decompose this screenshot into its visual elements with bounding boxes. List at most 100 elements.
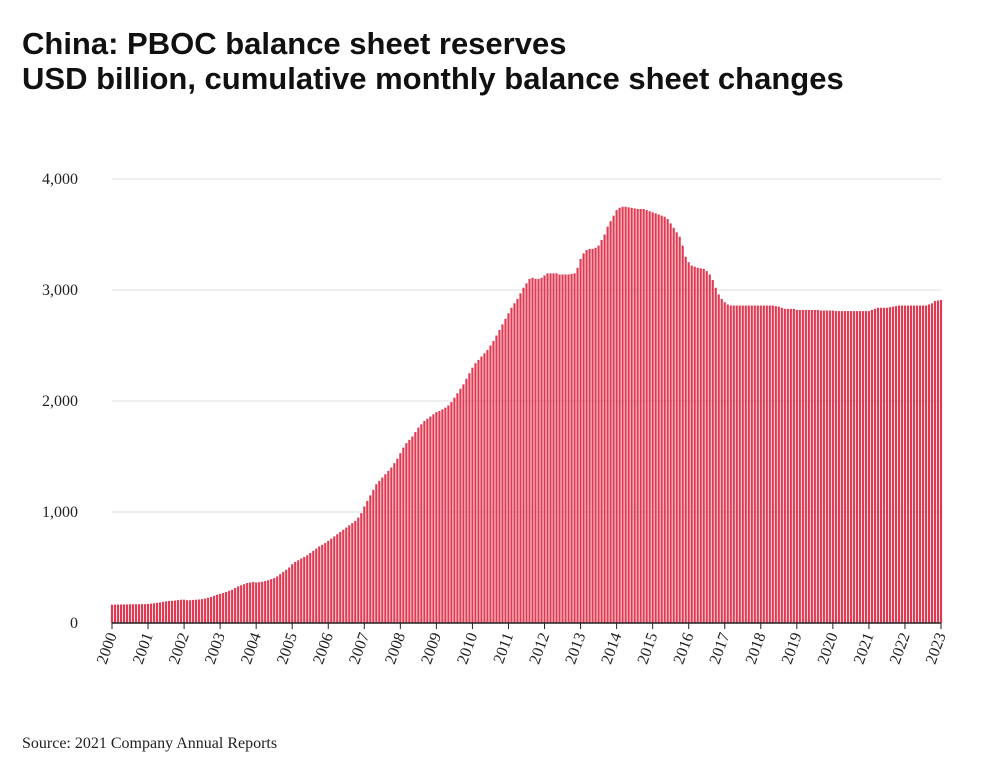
bar [480,356,483,623]
bar [825,310,828,623]
bar [513,303,516,623]
bar [318,546,321,623]
bar [408,439,411,623]
bar [912,305,916,623]
bar [699,268,702,623]
bar [813,309,816,623]
bar [705,271,708,623]
bar [894,306,898,623]
bar [231,589,234,623]
bar [849,311,852,623]
bar [882,307,886,623]
bar [666,218,669,623]
bar [429,416,432,623]
x-tick-label: 2009 [418,631,445,667]
bar [396,458,399,623]
bar [384,474,387,623]
bar [891,306,895,623]
bar [264,581,267,623]
bar [450,402,453,623]
bar [414,432,417,623]
bar [228,590,231,623]
bar [149,603,153,623]
bar [390,467,393,623]
bar [143,604,147,623]
bar [312,550,315,623]
bar [462,384,465,623]
bar [903,305,907,623]
bar [483,353,486,623]
bar [729,305,732,623]
bar [525,283,528,623]
bar [255,582,258,623]
bar [195,599,198,623]
bar [167,601,171,623]
bar [774,306,777,623]
bar [552,273,555,623]
bar [402,447,405,623]
bar [125,604,129,623]
x-tick-label: 2008 [382,631,409,667]
bar [711,280,714,623]
bar [549,273,552,623]
bar [447,405,450,623]
bar [876,307,880,623]
bar [342,529,345,623]
bar [492,341,495,623]
bar [561,274,564,623]
bar [309,553,312,623]
x-tick-label: 2018 [743,631,770,667]
bar [795,309,798,623]
bar [939,299,943,623]
bar [201,599,204,623]
bar [495,335,498,623]
bar [465,378,468,623]
bar [189,600,192,623]
x-tick-label: 2022 [887,631,914,667]
x-tick-label: 2011 [491,631,518,666]
bar [792,308,795,623]
x-tick-label: 2010 [454,631,481,667]
bar [681,245,684,623]
bar [204,598,207,623]
bar [675,232,678,623]
x-tick-label: 2007 [346,631,373,667]
bar [186,600,189,623]
bar [768,305,771,623]
bar [131,604,135,623]
bar [828,310,831,623]
bar [786,308,789,623]
bar [921,305,925,623]
bar [801,309,804,623]
bar [366,500,369,623]
bar [834,311,837,623]
bar [594,247,597,623]
bar [348,525,351,623]
x-tick-label: 2013 [562,631,589,667]
bar [543,275,546,623]
bar [351,523,354,623]
bar [155,602,159,623]
bar [717,294,720,623]
bar [113,604,117,623]
bar [570,273,573,623]
bar [330,538,333,623]
x-tick-label: 2003 [202,631,229,667]
y-tick-label: 4,000 [42,171,78,188]
bar [405,443,408,623]
bar [411,436,414,623]
bar [345,527,348,623]
bar [276,576,279,623]
y-tick-label: 3,000 [42,282,78,299]
x-tick-label: 2006 [310,631,337,667]
bar [687,262,690,623]
bar [306,555,309,623]
bar [261,581,264,623]
x-tick-label: 2012 [526,631,553,667]
bar [375,484,378,623]
bar [861,311,864,623]
bar [282,571,285,623]
bar [336,534,339,623]
bar [294,561,297,623]
bar [210,596,213,623]
